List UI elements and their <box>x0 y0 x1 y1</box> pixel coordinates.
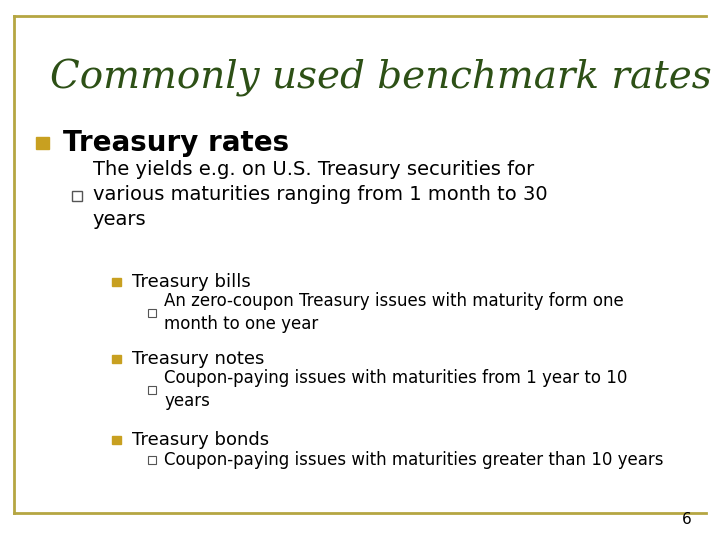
Text: Treasury rates: Treasury rates <box>63 129 289 157</box>
Text: Coupon-paying issues with maturities from 1 year to 10
years: Coupon-paying issues with maturities fro… <box>164 369 628 410</box>
Text: An zero-coupon Treasury issues with maturity form one
month to one year: An zero-coupon Treasury issues with matu… <box>164 292 624 333</box>
Bar <box>36 137 49 149</box>
Bar <box>112 278 121 286</box>
Text: Treasury bonds: Treasury bonds <box>132 431 269 449</box>
Text: 6: 6 <box>681 511 691 526</box>
Text: Treasury notes: Treasury notes <box>132 350 264 368</box>
Bar <box>112 436 121 444</box>
Text: The yields e.g. on U.S. Treasury securities for
various maturities ranging from : The yields e.g. on U.S. Treasury securit… <box>93 160 547 230</box>
Text: Commonly used benchmark rates: Commonly used benchmark rates <box>50 59 712 97</box>
Text: Treasury bills: Treasury bills <box>132 273 251 291</box>
Text: Coupon-paying issues with maturities greater than 10 years: Coupon-paying issues with maturities gre… <box>164 450 664 469</box>
Bar <box>148 386 156 394</box>
Bar <box>148 456 156 464</box>
Bar <box>148 309 156 317</box>
Bar <box>72 191 82 200</box>
Bar <box>112 355 121 363</box>
